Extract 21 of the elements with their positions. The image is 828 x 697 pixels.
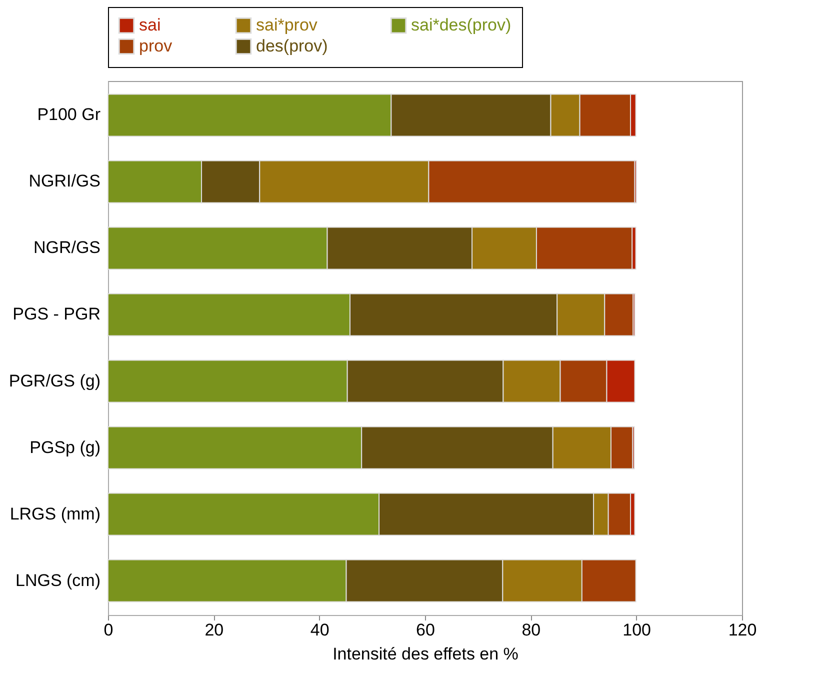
- y-tick-label: NGRI/GS: [28, 172, 100, 191]
- y-tick-label: PGS - PGR: [12, 304, 100, 324]
- x-tick-label: 100: [622, 620, 652, 640]
- legend-label: des(prov): [256, 36, 328, 56]
- legend-label: sai: [139, 16, 161, 35]
- legend-label: sai*des(prov): [411, 16, 512, 35]
- x-tick-label: 40: [310, 620, 330, 640]
- x-tick-label: 60: [416, 620, 435, 640]
- y-tick-label: PGR/GS (g): [8, 371, 100, 390]
- y-tick-label: NGR/GS: [33, 238, 100, 258]
- x-tick-label: 20: [204, 620, 224, 640]
- x-tick-label: 80: [522, 620, 541, 640]
- x-axis-title: Intensité des effets en %: [332, 644, 518, 664]
- y-tick-label: P100 Gr: [37, 105, 101, 124]
- y-tick-label: LRGS (mm): [10, 504, 100, 524]
- legend-label: sai*prov: [256, 16, 318, 35]
- x-tick-label: 0: [104, 620, 114, 640]
- y-tick-label: LNGS (cm): [16, 570, 100, 590]
- x-tick-label: 120: [728, 620, 757, 640]
- y-tick-label: PGSp (g): [30, 438, 100, 457]
- legend-label: prov: [139, 36, 173, 56]
